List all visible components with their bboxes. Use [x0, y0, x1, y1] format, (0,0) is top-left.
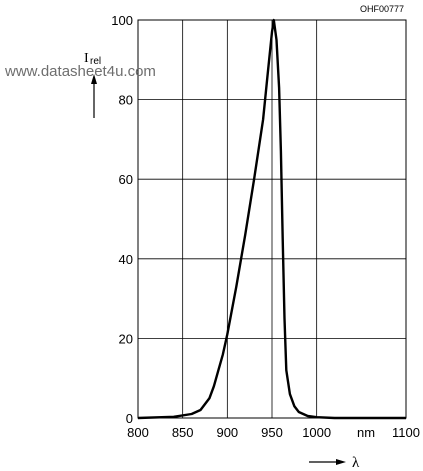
figure-code: OHF00777 — [360, 4, 404, 14]
x-tick-label: 1000 — [302, 425, 331, 440]
spectral-curve — [137, 18, 406, 420]
x-axis-arrow-head — [336, 459, 346, 465]
x-tick-labels: 800 850 900 950 1000 1100 — [127, 425, 420, 440]
x-tick-label: 900 — [216, 425, 238, 440]
x-tick-label: 800 — [127, 425, 149, 440]
x-unit-label: nm — [357, 425, 375, 440]
y-tick-label: 0 — [126, 411, 133, 426]
y-axis-label-sub: rel — [90, 56, 101, 67]
y-tick-labels: 0 20 40 60 80 100 — [111, 13, 133, 426]
x-tick-label: 1100 — [392, 425, 420, 440]
y-axis-arrow-head — [91, 74, 97, 84]
y-axis-label-main: I — [84, 51, 89, 66]
y-axis-label: I rel — [84, 51, 101, 118]
plot-frame — [137, 19, 407, 419]
x-tick-label: 950 — [261, 425, 283, 440]
x-axis-label: λ — [309, 455, 360, 471]
y-tick-label: 60 — [119, 172, 133, 187]
y-tick-label: 40 — [119, 252, 133, 267]
y-tick-label: 100 — [111, 13, 133, 28]
y-tick-label: 80 — [119, 93, 133, 108]
grid-lines — [138, 20, 406, 418]
x-axis-label-text: λ — [352, 455, 360, 471]
y-tick-label: 20 — [119, 331, 133, 346]
x-tick-label: 850 — [172, 425, 194, 440]
watermark: www.datasheet4u.com — [4, 63, 156, 80]
